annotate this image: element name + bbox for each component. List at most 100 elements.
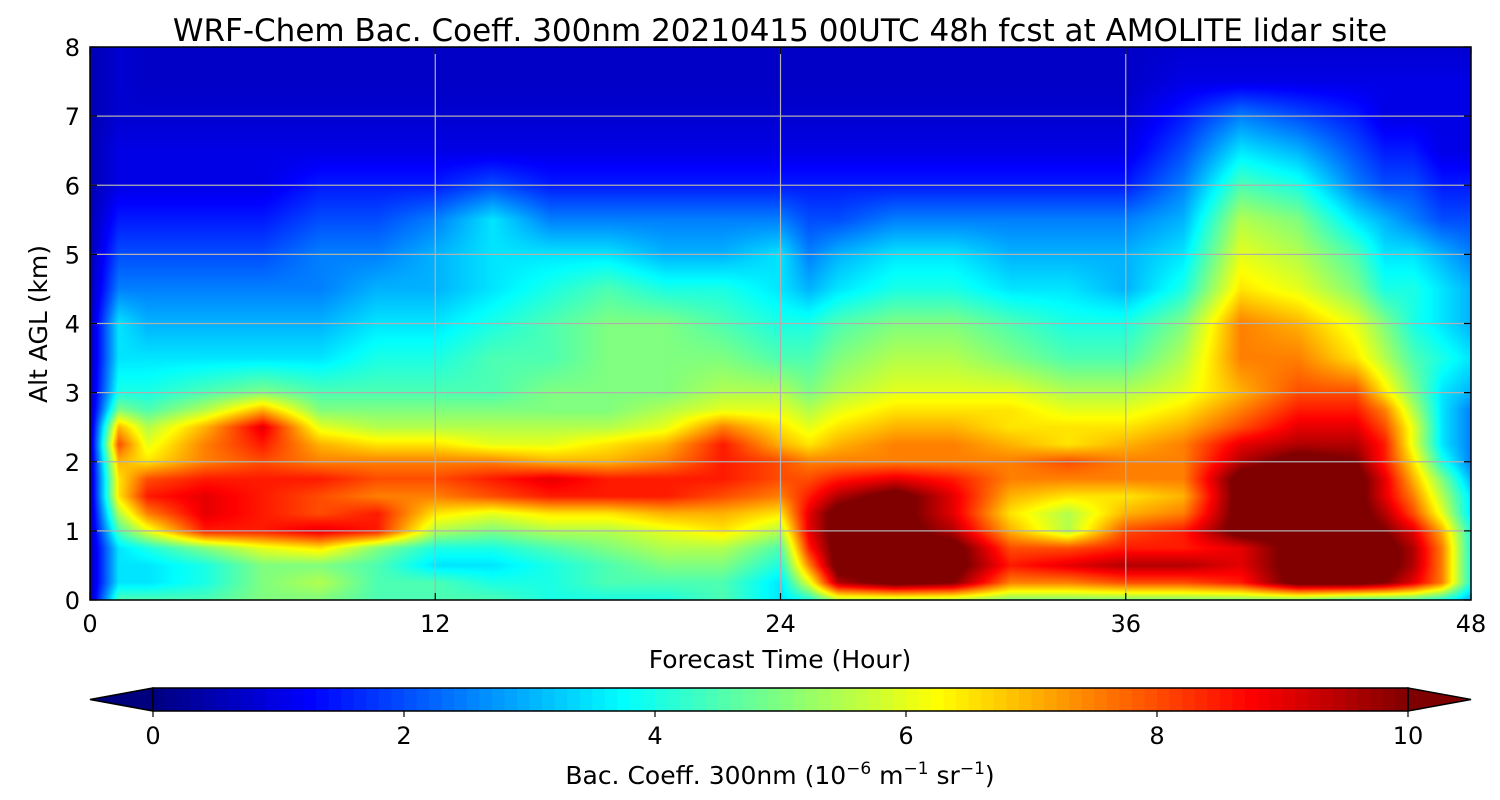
colorbar-tick-label: 4 <box>647 722 662 750</box>
colorbar-segment <box>855 688 869 711</box>
colorbar-segment <box>1006 688 1020 711</box>
colorbar-segment <box>1056 688 1070 711</box>
colorbar-segment <box>579 688 593 711</box>
colorbar-segment <box>165 688 179 711</box>
x-axis-label: Forecast Time (Hour) <box>649 645 912 674</box>
colorbar-segment <box>504 688 518 711</box>
colorbar-segment <box>190 688 204 711</box>
y-tick-label: 5 <box>65 241 80 269</box>
colorbar-label-prefix: Bac. Coeff. 300nm (10 <box>565 761 846 790</box>
colorbar-segment <box>1157 688 1171 711</box>
colorbar-segment <box>542 688 556 711</box>
colorbar-segment <box>755 688 769 711</box>
colorbar-label-suffix: ) <box>985 761 995 790</box>
colorbar-segment <box>441 688 455 711</box>
y-tick-label: 4 <box>65 311 80 339</box>
colorbar-segment <box>404 688 418 711</box>
colorbar-segment <box>529 688 543 711</box>
colorbar-segment <box>391 688 405 711</box>
colorbar-segment <box>153 688 167 711</box>
colorbar-segment <box>328 688 342 711</box>
grid-lines <box>90 47 1471 600</box>
colorbar-segment <box>1307 688 1321 711</box>
colorbar-segment <box>642 688 656 711</box>
colorbar-segment <box>742 688 756 711</box>
colorbar-segment <box>667 688 681 711</box>
colorbar-segment <box>655 688 669 711</box>
y-tick-label: 8 <box>65 34 80 62</box>
colorbar-segment <box>278 688 292 711</box>
colorbar-segment <box>366 688 380 711</box>
colorbar-segment <box>479 688 493 711</box>
colorbar-segment <box>291 688 305 711</box>
colorbar-segment <box>353 688 367 711</box>
colorbar-segment <box>240 688 254 711</box>
colorbar: 0 2 4 6 8 10 Bac. Coeff. 300nm (10−6 m−1 sr−1… <box>89 687 1472 790</box>
colorbar-segment <box>1244 688 1258 711</box>
colorbar-segment <box>303 688 317 711</box>
colorbar-label: Bac. Coeff. 300nm (10−6 m−1 sr−1) <box>565 759 994 790</box>
colorbar-segment <box>228 688 242 711</box>
colorbar-segment <box>253 688 267 711</box>
y-axis-label: Alt AGL (km) <box>24 245 53 403</box>
colorbar-segment <box>918 688 932 711</box>
colorbar-segment <box>316 688 330 711</box>
colorbar-segment <box>416 688 430 711</box>
colorbar-label-mid: m <box>871 761 903 790</box>
colorbar-segment <box>491 688 505 711</box>
colorbar-segment <box>1295 688 1309 711</box>
colorbar-segment <box>1320 688 1334 711</box>
colorbar-segment <box>1031 688 1045 711</box>
x-tick-label: 48 <box>1456 610 1487 638</box>
x-tick-label: 24 <box>765 610 796 638</box>
colorbar-segment <box>956 688 970 711</box>
colorbar-segment <box>554 688 568 711</box>
colorbar-segment <box>893 688 907 711</box>
colorbar-segment <box>805 688 819 711</box>
colorbar-ticks: 0 2 4 6 8 10 <box>145 711 1423 750</box>
y-tick-label: 6 <box>65 172 80 200</box>
colorbar-segment <box>1345 688 1359 711</box>
colorbar-segment <box>341 688 355 711</box>
colorbar-label-exp1: −6 <box>846 759 871 779</box>
colorbar-extend-high <box>1407 687 1472 712</box>
colorbar-segment <box>1219 688 1233 711</box>
colorbar-segment <box>178 688 192 711</box>
y-tick-label: 0 <box>65 587 80 615</box>
colorbar-segment <box>705 688 719 711</box>
colorbar-segment <box>780 688 794 711</box>
x-tick-label: 12 <box>420 610 451 638</box>
colorbar-tick-label: 10 <box>1393 722 1424 750</box>
colorbar-segment <box>692 688 706 711</box>
y-tick-label: 7 <box>65 103 80 131</box>
colorbar-segment <box>1194 688 1208 711</box>
colorbar-segment <box>629 688 644 711</box>
colorbar-segment <box>943 688 957 711</box>
colorbar-tick-label: 6 <box>898 722 913 750</box>
colorbar-segment <box>1207 688 1221 711</box>
colorbar-segment <box>830 688 844 711</box>
colorbar-segment <box>730 688 744 711</box>
colorbar-body <box>153 688 1409 711</box>
colorbar-segment <box>604 688 618 711</box>
colorbar-segment <box>454 688 468 711</box>
colorbar-segment <box>1282 688 1296 711</box>
colorbar-segment <box>981 688 995 711</box>
colorbar-segment <box>1182 688 1196 711</box>
x-tick-label: 36 <box>1110 610 1141 638</box>
colorbar-segment <box>993 688 1007 711</box>
colorbar-segment <box>1232 688 1246 711</box>
colorbar-label-exp2: −1 <box>904 759 929 779</box>
colorbar-segment <box>592 688 606 711</box>
colorbar-segment <box>1395 688 1409 711</box>
colorbar-tick-label: 2 <box>396 722 411 750</box>
colorbar-segment <box>1119 688 1133 711</box>
y-tick-label: 2 <box>65 449 80 477</box>
colorbar-segment <box>1069 688 1083 711</box>
chart-title: WRF-Chem Bac. Coeff. 300nm 20210415 00UT… <box>173 13 1387 49</box>
colorbar-segment <box>680 688 694 711</box>
colorbar-segment <box>1106 688 1120 711</box>
colorbar-segment <box>567 688 581 711</box>
colorbar-segment <box>1094 688 1108 711</box>
